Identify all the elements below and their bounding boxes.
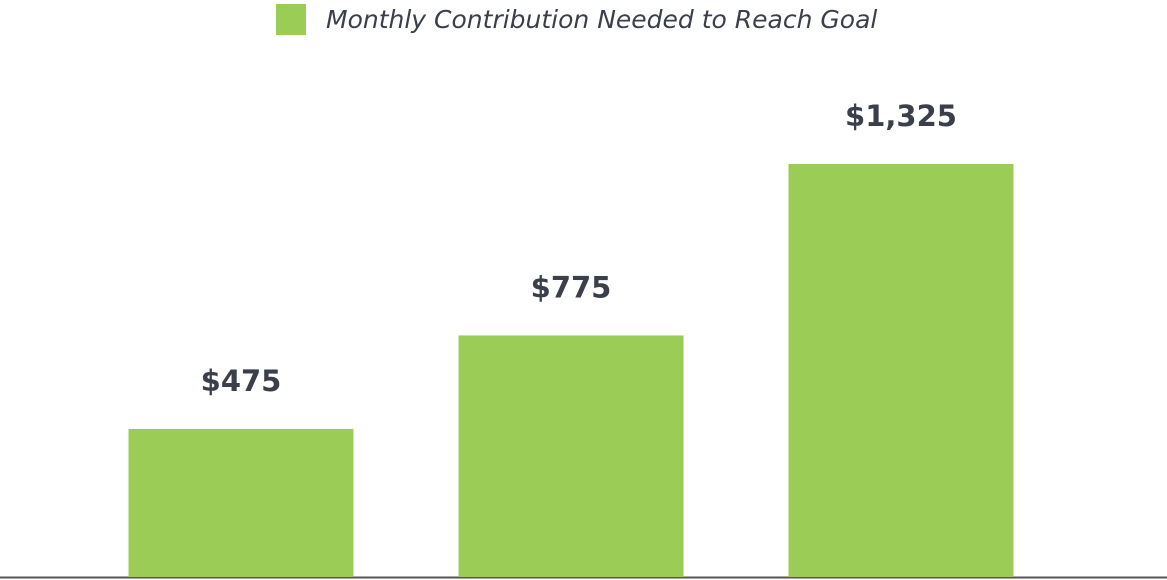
value-label: $1,325	[845, 99, 957, 133]
bar	[128, 428, 354, 577]
legend-text: Monthly Contribution Needed to Reach Goa…	[326, 5, 877, 34]
bar	[458, 335, 684, 577]
legend-swatch	[276, 4, 306, 35]
bar	[788, 164, 1014, 577]
value-label: $775	[531, 270, 612, 304]
value-label: $475	[201, 364, 282, 398]
